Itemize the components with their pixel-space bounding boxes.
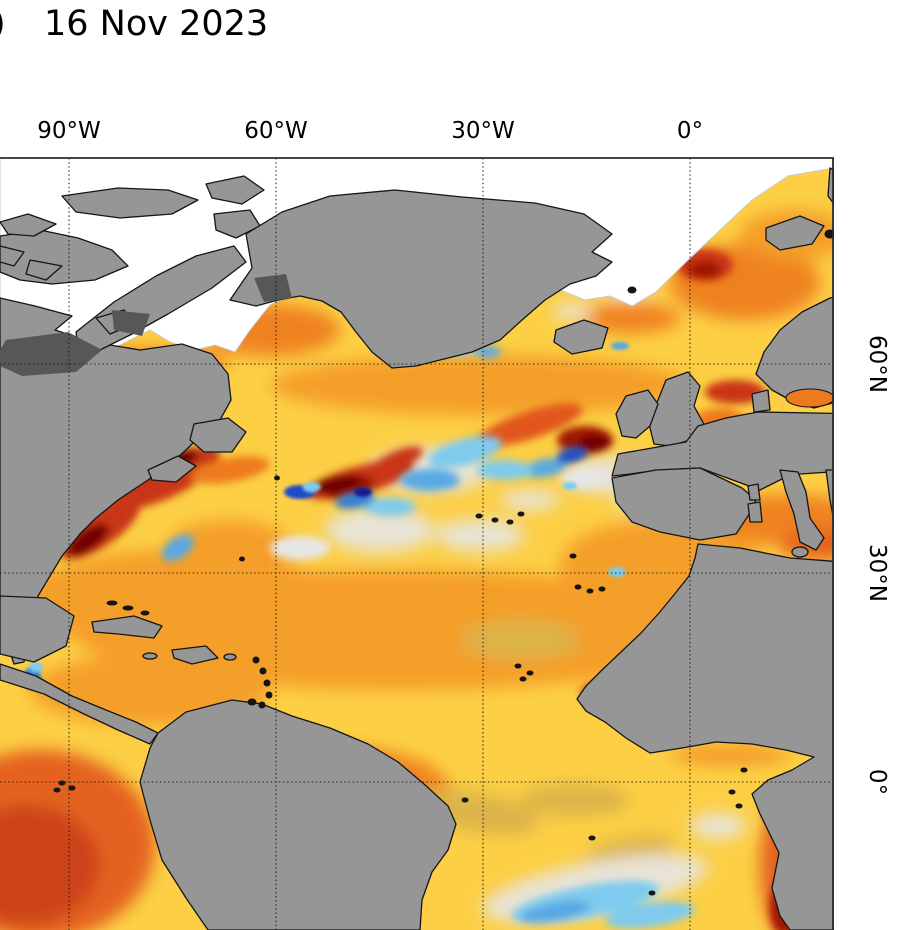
missing-data-patches: [0, 274, 292, 376]
date-title: 16 Nov 2023: [44, 4, 269, 44]
plot-frame: [0, 157, 834, 930]
lon-label-60w: 60°W: [244, 118, 308, 144]
lon-label-90w: 90°W: [37, 118, 101, 144]
gridlines: [0, 158, 834, 930]
lon-label-30w: 30°W: [451, 118, 515, 144]
cold-patches: [162, 340, 695, 929]
panel-label-partial: ): [0, 4, 6, 44]
lon-label-0: 0°: [676, 118, 704, 144]
small-islands: [53, 229, 834, 896]
